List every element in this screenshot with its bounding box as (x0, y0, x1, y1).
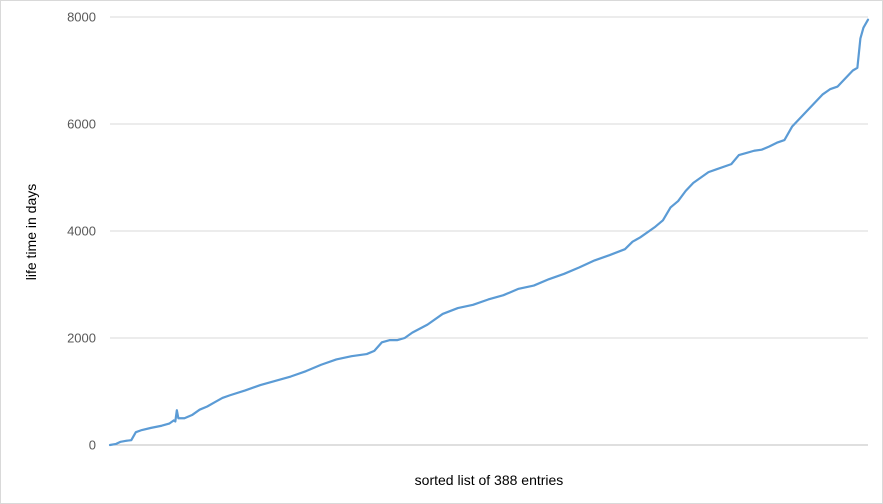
y-tick-label-6000: 6000 (67, 117, 96, 132)
y-tick-label-2000: 2000 (67, 331, 96, 346)
y-tick-label-8000: 8000 (67, 10, 96, 25)
x-axis-title: sorted list of 388 entries (415, 472, 564, 488)
y-tick-label-4000: 4000 (67, 224, 96, 239)
y-axis-ticks: 0 2000 4000 6000 8000 (67, 10, 96, 453)
y-axis-title: life time in days (23, 184, 39, 280)
gridlines (110, 16, 868, 446)
series-line-0 (108, 18, 870, 447)
y-tick-label-0: 0 (89, 438, 96, 453)
series-layer (108, 18, 870, 447)
